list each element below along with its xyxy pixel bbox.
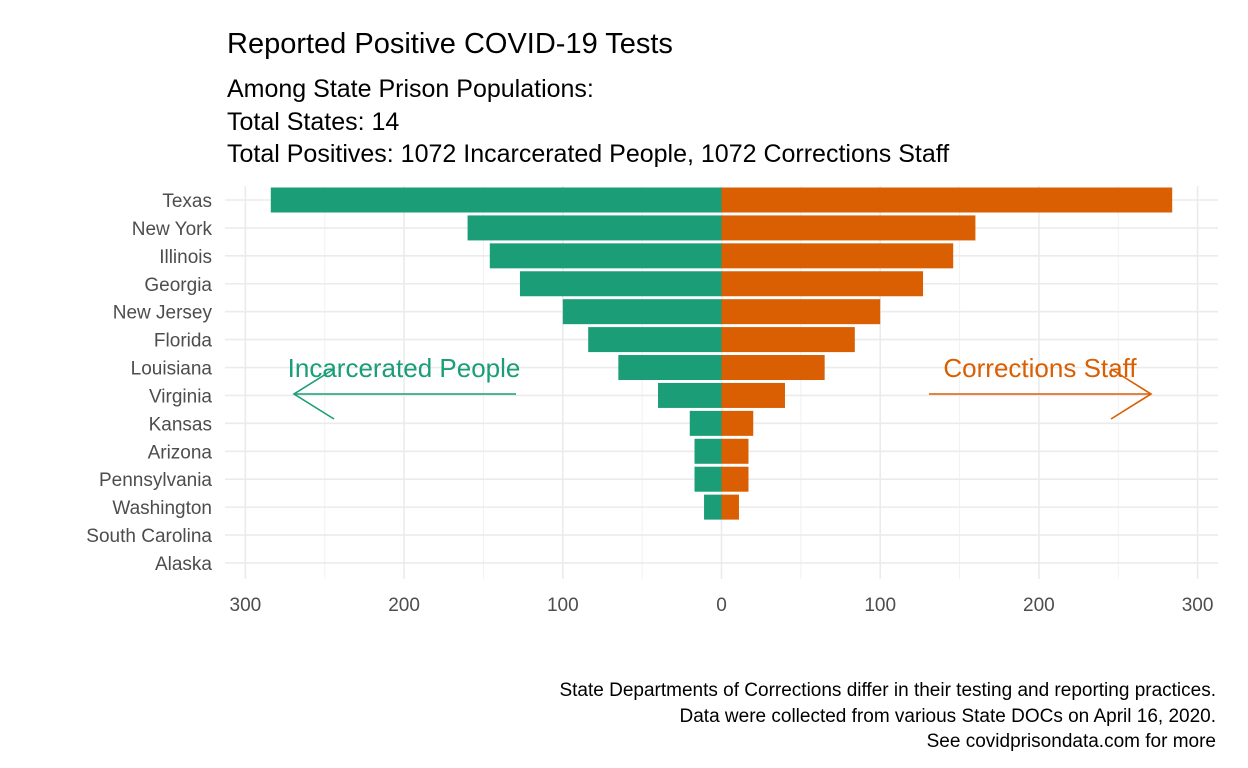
bar-staff-florida (721, 327, 855, 353)
bar-staff-illinois (721, 243, 954, 269)
bar-staff-washington (721, 494, 739, 520)
y-tick-label: Washington (112, 498, 212, 519)
bar-staff-virginia (721, 382, 785, 408)
bar-incarcerated-pennsylvania (694, 466, 722, 492)
y-tick-label: South Carolina (86, 526, 212, 547)
bar-incarcerated-virginia (658, 382, 722, 408)
chart-title: Reported Positive COVID-19 Tests (227, 28, 673, 60)
bar-staff-new-jersey (721, 299, 881, 325)
bar-incarcerated-washington (704, 494, 722, 520)
x-tick-label: 100 (547, 595, 579, 616)
bar-incarcerated-illinois (489, 243, 722, 269)
bar-incarcerated-florida (588, 327, 722, 353)
bar-staff-arizona (721, 438, 749, 464)
x-tick-label: 300 (230, 595, 262, 616)
bar-incarcerated-louisiana (618, 355, 722, 381)
subtitle-line-2: Total States: 14 (227, 108, 400, 136)
x-tick-label: 200 (388, 595, 420, 616)
x-tick-label: 300 (1182, 595, 1214, 616)
y-tick-label: Florida (154, 331, 213, 352)
bar-incarcerated-georgia (519, 271, 722, 297)
caption-line-1: State Departments of Corrections differ … (559, 680, 1216, 701)
caption-line-2: Data were collected from various State D… (679, 706, 1216, 727)
y-tick-label: Kansas (149, 414, 212, 435)
arrow-left-head (292, 368, 335, 420)
bar-staff-kansas (721, 410, 754, 436)
y-tick-label: Georgia (144, 275, 212, 296)
x-tick-label: 0 (716, 595, 727, 616)
y-tick-label: Arizona (148, 442, 213, 463)
bar-incarcerated-new-york (467, 215, 722, 241)
bar-incarcerated-arizona (694, 438, 722, 464)
bar-incarcerated-new-jersey (562, 299, 722, 325)
subtitle-line-3: Total Positives: 1072 Incarcerated Peopl… (227, 140, 950, 168)
bar-staff-louisiana (721, 355, 825, 381)
x-tick-label: 100 (864, 595, 896, 616)
annotation-incarcerated-people: Incarcerated People (288, 353, 521, 383)
bar-staff-texas (721, 187, 1173, 213)
y-tick-label: Virginia (149, 386, 212, 407)
bar-incarcerated-kansas (689, 410, 722, 436)
bar-staff-georgia (721, 271, 924, 297)
caption-line-3: See covidprisondata.com for more (926, 731, 1216, 752)
bar-staff-new-york (721, 215, 976, 241)
y-tick-label: Alaska (155, 554, 212, 575)
y-tick-label: Pennsylvania (99, 470, 212, 491)
x-tick-label: 200 (1023, 595, 1055, 616)
y-tick-label: Illinois (159, 247, 212, 268)
y-tick-label: Texas (162, 191, 212, 212)
subtitle-line-1: Among State Prison Populations: (227, 75, 594, 103)
arrow-right-head (1110, 368, 1153, 420)
y-tick-label: New Jersey (113, 303, 213, 324)
bar-staff-pennsylvania (721, 466, 749, 492)
y-tick-label: New York (132, 219, 213, 240)
annotation-corrections-staff: Corrections Staff (943, 353, 1137, 383)
bar-incarcerated-texas (270, 187, 722, 213)
y-tick-label: Louisiana (131, 359, 213, 380)
